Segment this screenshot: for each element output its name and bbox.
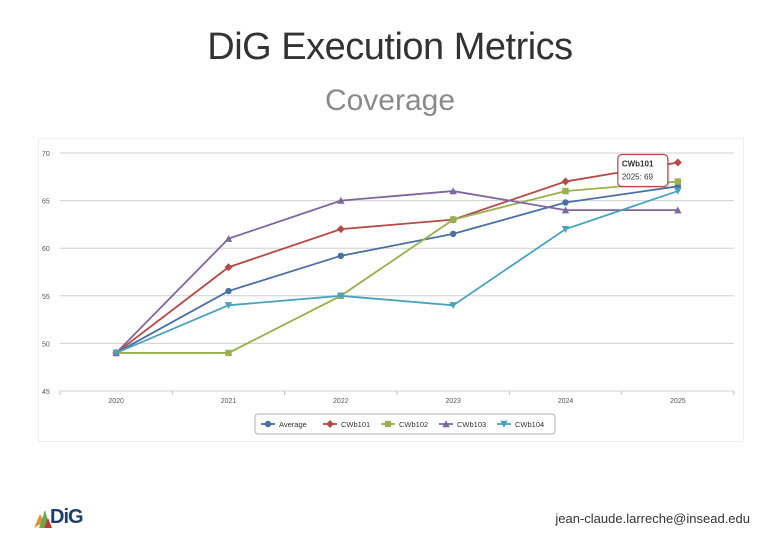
x-tick-label: 2025	[670, 398, 686, 405]
data-point-cwb101	[561, 177, 570, 186]
tooltip-series-name: CWb101	[622, 160, 654, 169]
series-line-cwb101	[115, 161, 678, 354]
y-tick-label: 55	[42, 294, 50, 301]
data-point-cwb104	[449, 302, 457, 310]
data-point-cwb103	[224, 234, 233, 242]
legend-marker-cwb102	[384, 420, 392, 428]
tooltip-value: 2025: 69	[622, 173, 654, 182]
data-point-cwb103	[674, 206, 682, 214]
legend-box	[254, 413, 556, 435]
data-point-cwb101	[224, 263, 233, 272]
legend-marker-cwb103	[442, 420, 450, 428]
y-tick-label: 60	[42, 246, 50, 253]
data-point-cwb104	[561, 225, 570, 233]
y-tick-label: 45	[42, 389, 50, 396]
data-point-cwb102	[562, 187, 569, 195]
data-point-cwb103	[337, 196, 345, 204]
y-tick-label: 65	[42, 199, 50, 206]
legend-label-cwb104[interactable]: CWb104	[515, 420, 544, 429]
data-point-cwb103	[561, 206, 570, 214]
data-point-average	[337, 252, 345, 260]
series-line-cwb102	[116, 180, 678, 354]
page-subtitle: Coverage	[324, 84, 456, 117]
legend-label-cwb101[interactable]: CWb101	[341, 420, 370, 429]
legend-label-average[interactable]: Average	[279, 420, 307, 429]
data-point-cwb102	[674, 178, 682, 185]
dig-logo: DiG	[34, 506, 94, 532]
y-tick-label: 70	[42, 151, 50, 158]
data-point-cwb104	[337, 292, 345, 300]
data-point-average	[562, 199, 569, 206]
series-line-cwb103	[115, 190, 678, 354]
data-point-average	[225, 287, 232, 295]
legend-marker-average	[264, 420, 272, 428]
page-title: DiG Execution Metrics	[207, 26, 573, 68]
x-tick-label: 2024	[558, 398, 574, 405]
data-point-average	[449, 230, 457, 238]
legend-label-cwb102[interactable]: CWb102	[399, 420, 428, 429]
data-point-cwb101	[336, 225, 345, 234]
y-tick-label: 50	[42, 341, 50, 348]
coverage-line-chart: 45 50 55 60 65 70 2020 2021 2022 2023 2024 2025 CWb1…	[38, 138, 744, 442]
data-point-cwb102	[449, 216, 457, 223]
legend-label-cwb103[interactable]: CWb103	[457, 420, 486, 429]
logo-text: DiG	[50, 506, 84, 528]
data-point-cwb104	[224, 302, 233, 310]
data-point-cwb104	[112, 349, 120, 357]
x-tick-label: 2023	[445, 398, 461, 405]
logo-mark-icon	[34, 510, 52, 528]
legend-marker-cwb104	[500, 420, 508, 428]
series-line-cwb104	[115, 190, 679, 354]
x-tick-label: 2020	[108, 398, 124, 405]
legend-marker-cwb101	[326, 420, 334, 428]
data-point-cwb103	[449, 187, 457, 195]
series-line-average	[115, 185, 678, 354]
tooltip-box	[617, 153, 669, 188]
x-tick-label: 2022	[333, 398, 349, 405]
data-point-cwb104	[674, 187, 682, 195]
data-point-cwb102	[225, 349, 232, 357]
data-point-cwb101	[673, 158, 682, 167]
x-tick-label: 2021	[221, 398, 237, 405]
chart-panel: 45 50 55 60 65 70 2020 2021 2022 2023 2024 2025 CWb1…	[38, 138, 744, 442]
footer-email: jean-claude.larreche@insead.edu	[555, 511, 750, 526]
